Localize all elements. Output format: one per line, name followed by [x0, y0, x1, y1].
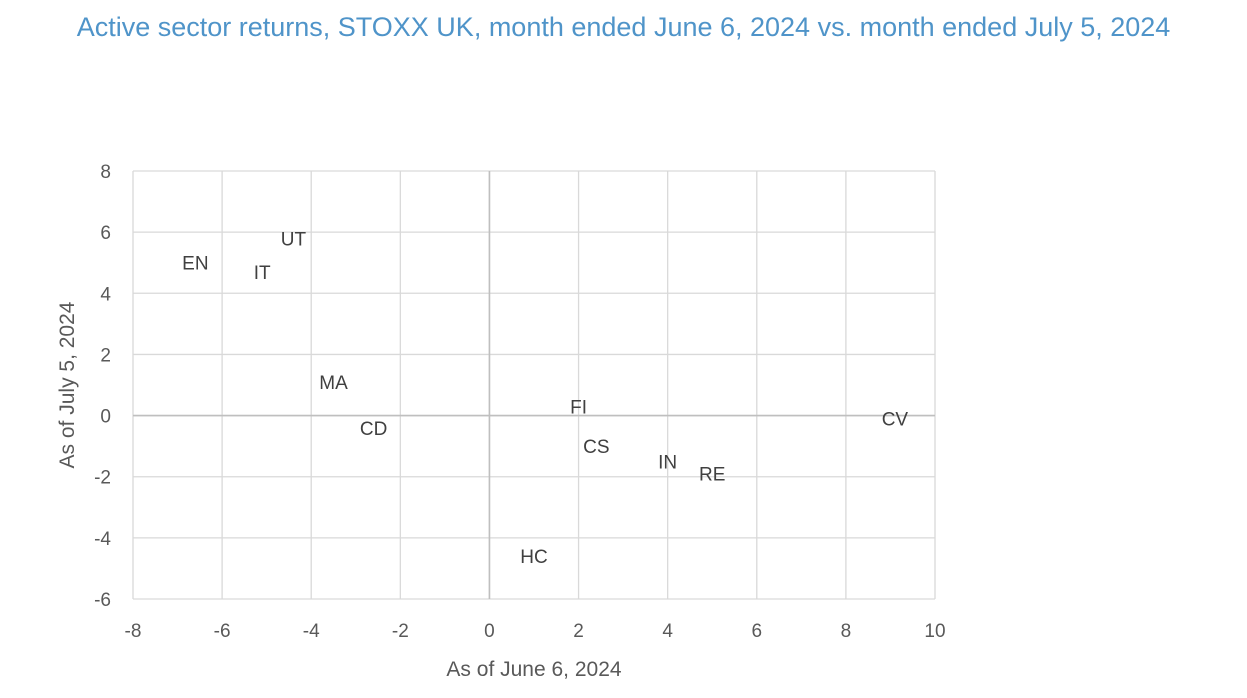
x-tick-label: 4: [662, 621, 673, 642]
x-tick-label: -8: [125, 621, 142, 642]
y-tick-label: -6: [94, 590, 111, 611]
x-tick-label: -6: [214, 621, 231, 642]
point-label-re: RE: [699, 465, 725, 486]
y-tick-label: 6: [100, 223, 111, 244]
x-tick-label: 0: [484, 621, 495, 642]
x-tick-label: -2: [392, 621, 409, 642]
point-label-cd: CD: [360, 419, 387, 440]
y-tick-label: 8: [100, 162, 111, 183]
data-points: EN UT IT MA CD FI CS IN RE HC CV: [182, 229, 908, 568]
point-label-hc: HC: [520, 547, 547, 568]
y-tick-label: -4: [94, 529, 111, 550]
x-tick-label: 6: [751, 621, 762, 642]
point-label-in: IN: [658, 452, 677, 473]
point-label-cs: CS: [583, 437, 609, 458]
y-tick-label: 2: [100, 345, 111, 366]
grid-lines: [132, 170, 936, 600]
y-tick-label: 0: [100, 407, 111, 428]
point-label-ut: UT: [281, 229, 307, 250]
point-label-ma: MA: [319, 373, 348, 394]
x-tick-label: 10: [924, 621, 945, 642]
y-tick-label: 4: [100, 284, 111, 305]
x-tick-label: -4: [303, 621, 320, 642]
y-axis-title: As of July 5, 2024: [56, 301, 79, 468]
point-label-cv: CV: [882, 410, 909, 431]
axes: [133, 171, 935, 599]
point-label-fi: FI: [570, 397, 587, 418]
y-axis-ticks: 8 6 4 2 0 -2 -4 -6: [94, 162, 111, 611]
x-tick-label: 2: [573, 621, 584, 642]
point-label-it: IT: [254, 263, 271, 284]
x-tick-label: 8: [841, 621, 852, 642]
y-tick-label: -2: [94, 468, 111, 489]
point-label-en: EN: [182, 254, 208, 275]
chart-title: Active sector returns, STOXX UK, month e…: [76, 12, 1171, 42]
x-axis-ticks: -8 -6 -4 -2 0 2 4 6 8 10: [125, 621, 946, 642]
x-axis-title: As of June 6, 2024: [446, 658, 621, 681]
